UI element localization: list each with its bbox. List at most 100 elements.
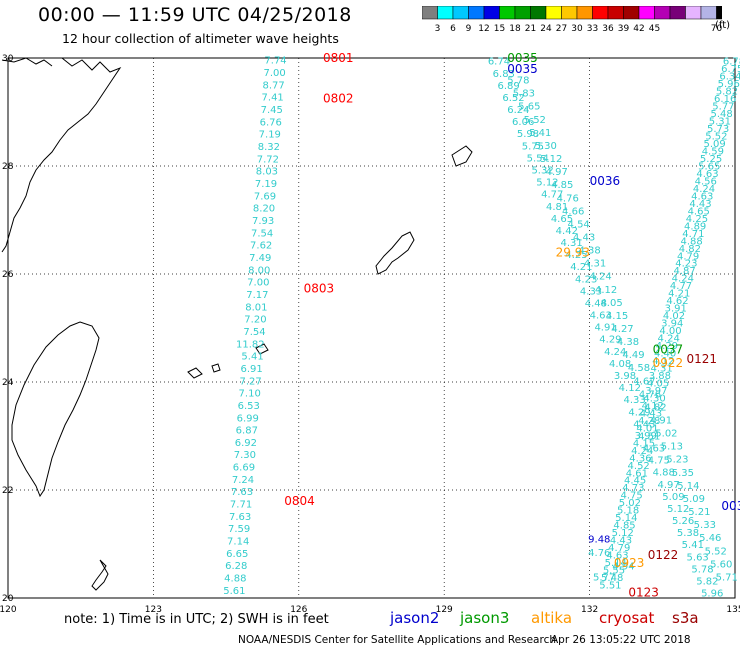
swh-value: 5.78 xyxy=(507,76,529,87)
swh-value: 4.21 xyxy=(668,289,690,300)
swh-value: 5.23 xyxy=(666,455,688,466)
swh-value: 5.77 xyxy=(593,572,615,583)
coastline xyxy=(1,57,473,591)
swh-value: 6.83 xyxy=(493,69,515,80)
swh-value: 7.27 xyxy=(240,376,262,387)
swh-value: 5.55 xyxy=(603,566,625,577)
swh-value: 4.49 xyxy=(622,350,644,361)
color-scale-label: 6 xyxy=(450,24,456,34)
swh-value: 7.20 xyxy=(244,315,266,326)
track-time-label: 0035 xyxy=(507,62,538,76)
swh-value: 5.52 xyxy=(705,546,727,557)
track-time-label: 0804 xyxy=(284,494,315,508)
swh-value: 7.30 xyxy=(234,450,256,461)
swh-value: 5.77 xyxy=(712,102,734,113)
color-scale-label: 3 xyxy=(435,24,441,34)
credit-line: NOAA/NESDIS Center for Satellite Applica… xyxy=(238,634,556,646)
swh-value: 4.45 xyxy=(624,476,646,487)
swh-value: 4.48 xyxy=(585,298,607,309)
swh-value: 5.14 xyxy=(605,558,627,569)
swh-value: 4.67 xyxy=(633,376,655,387)
swh-value: 5.98 xyxy=(517,129,539,140)
swh-value: 6.24 xyxy=(507,105,529,116)
swh-value: 5.12 xyxy=(536,178,558,189)
color-scale-label: 12 xyxy=(478,24,489,34)
swh-value: 4.75 xyxy=(648,456,670,467)
map-frame xyxy=(7,57,736,599)
swh-value: 5.75 xyxy=(522,141,544,152)
swh-value: 7.14 xyxy=(227,537,249,548)
swh-value: 4.43 xyxy=(689,199,711,210)
swh-value: 5.65 xyxy=(518,102,540,113)
color-scale-label: 30 xyxy=(571,24,583,34)
track-time-label: 29.93 xyxy=(556,245,590,259)
swh-value: 4.75 xyxy=(620,491,642,502)
swh-value: 4.87 xyxy=(673,266,695,277)
swh-value: 5.82 xyxy=(696,577,718,588)
swh-value: 4.23 xyxy=(675,259,697,270)
swh-value: 4.56 xyxy=(695,176,717,187)
swh-value: 8.77 xyxy=(263,80,285,91)
swh-value: 7.41 xyxy=(262,93,284,104)
swh-value: 5.63 xyxy=(687,552,709,563)
swh-value: 6.78 xyxy=(723,57,740,68)
swh-value: 7.54 xyxy=(243,327,265,338)
swh-value: 4.51 xyxy=(638,431,660,442)
swh-value: 5.61 xyxy=(223,586,245,597)
swh-value: 4.81 xyxy=(546,202,568,213)
swh-value: 5.51 xyxy=(599,581,621,592)
swh-value: 4.63 xyxy=(696,169,718,180)
color-scale-bar: 3 6 9 12 15 18 21 24 27 30 33 36 39 42 45 70 xyxy=(422,6,722,34)
swh-value: 4.94 xyxy=(612,562,634,573)
swh-value: 4.77 xyxy=(670,281,692,292)
track-time-label: 0037 xyxy=(653,343,684,357)
swh-value: 4.73 xyxy=(622,483,644,494)
swh-value: 7.00 xyxy=(247,278,269,289)
legend-cryosat: cryosat xyxy=(599,609,655,627)
swh-value: 5.65 xyxy=(698,161,720,172)
swh-value: 4.97 xyxy=(657,480,679,491)
swh-value: 3.98 xyxy=(614,371,636,382)
swh-value: 5.38 xyxy=(677,528,699,539)
swh-value: 5.25 xyxy=(700,154,722,165)
swh-value: 5.35 xyxy=(672,468,694,479)
track-time-label: 0121 xyxy=(687,352,718,366)
swh-value: 7.17 xyxy=(246,290,268,301)
color-scale-label: 70 xyxy=(711,24,722,34)
swh-value: 4.15 xyxy=(606,311,628,322)
swh-value: 4.79 xyxy=(677,251,699,262)
swh-value: 7.63 xyxy=(229,512,251,523)
swh-value: 5.14 xyxy=(677,481,699,492)
color-scale-unit: (ft) xyxy=(715,20,731,31)
swh-value: 7.74 xyxy=(264,56,286,67)
swh-value: 4.63 xyxy=(606,551,628,562)
lon-tick-label: 132 xyxy=(581,605,598,615)
lon-tick-label: 126 xyxy=(290,605,307,615)
swh-value: 5.31 xyxy=(709,117,731,128)
color-scale-label: 24 xyxy=(540,24,552,34)
swh-value: 6.74 xyxy=(488,57,510,68)
swh-value: 4.24 xyxy=(672,274,694,285)
swh-value: 5.12 xyxy=(612,528,634,539)
swh-value: 8.03 xyxy=(256,167,278,178)
swh-value: 4.31 xyxy=(584,259,606,270)
swh-value: 6.28 xyxy=(225,561,247,572)
swh-value: 3.91 xyxy=(665,304,687,315)
swh-value: 4.91 xyxy=(650,416,672,427)
swh-value: 4.85 xyxy=(551,180,573,191)
swh-value: 5.82 xyxy=(716,87,738,98)
swh-value: 5.12 xyxy=(540,154,562,165)
swh-value: 6.87 xyxy=(236,426,258,437)
swh-value: 3.97 xyxy=(645,386,667,397)
okinawa-coastline xyxy=(375,231,415,275)
lat-tick-label: 22 xyxy=(2,486,13,496)
swh-value: 5.18 xyxy=(617,506,639,517)
swh-value: 4.76 xyxy=(588,548,610,559)
swh-value: 4.76 xyxy=(639,389,661,400)
color-scale-label: 42 xyxy=(633,24,644,34)
swh-value: 4.88 xyxy=(681,236,703,247)
swh-value: 5.02 xyxy=(619,498,641,509)
swh-value: 4.01 xyxy=(636,423,658,434)
swh-value: 4.38 xyxy=(579,246,601,257)
